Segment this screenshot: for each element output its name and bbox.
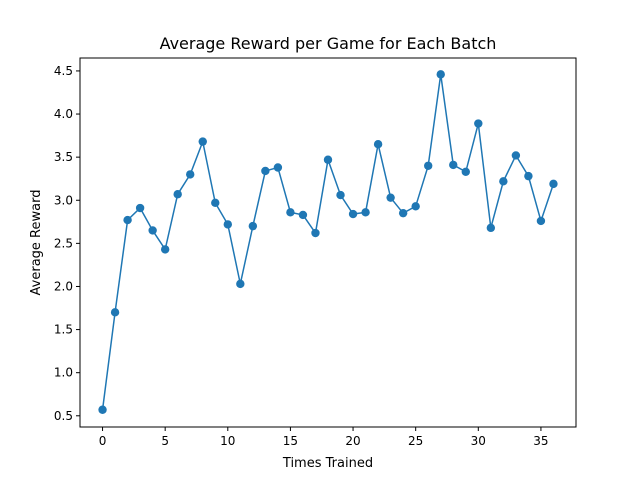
data-point	[311, 228, 320, 238]
data-point	[273, 163, 283, 172]
data-point	[286, 208, 295, 217]
data-point	[536, 216, 546, 226]
data-point	[186, 170, 195, 179]
data-point	[436, 70, 445, 79]
data-point	[549, 179, 558, 189]
data-point	[236, 279, 245, 289]
data-point	[424, 161, 433, 170]
data-point	[298, 210, 308, 220]
x-tick-label: 15	[283, 434, 298, 448]
x-tick-label: 30	[471, 434, 486, 448]
data-point	[524, 171, 533, 181]
data-point	[474, 119, 483, 128]
y-tick-label: 3.0	[54, 193, 73, 207]
plot-frame	[79, 57, 577, 428]
data-point	[261, 166, 270, 176]
data-point	[198, 137, 207, 146]
y-tick-label: 1.0	[54, 366, 73, 380]
data-point	[173, 190, 182, 199]
data-point	[373, 140, 383, 149]
plot-series	[98, 70, 558, 414]
data-point	[211, 198, 220, 208]
y-tick-label: 0.5	[54, 409, 73, 423]
y-axis-label: Average Reward	[29, 190, 44, 296]
data-point	[323, 155, 333, 164]
data-point	[348, 209, 358, 219]
x-tick-label: 5	[161, 434, 169, 448]
data-point	[449, 160, 458, 170]
data-point	[160, 245, 170, 254]
y-tick-label: 4.0	[54, 107, 73, 121]
x-tick-label: 25	[408, 434, 423, 448]
data-point	[386, 193, 395, 202]
y-tick-label: 1.5	[54, 323, 73, 337]
y-tick-label: 4.5	[54, 64, 73, 78]
data-point	[148, 226, 157, 235]
data-point	[511, 151, 521, 160]
data-point	[248, 221, 258, 231]
data-point	[398, 208, 408, 218]
data-point	[336, 190, 345, 200]
data-point	[411, 202, 420, 211]
data-point	[461, 167, 470, 177]
data-point	[123, 215, 132, 225]
y-tick-label: 3.5	[54, 150, 73, 164]
y-tick-label: 2.0	[54, 279, 73, 293]
x-axis-label: Times Trained	[282, 456, 373, 471]
data-point	[110, 308, 120, 317]
x-tick-label: 0	[99, 434, 107, 448]
x-tick-label: 35	[533, 434, 548, 448]
chart-title: Average Reward per Game for Each Batch	[160, 34, 497, 53]
data-point	[499, 177, 508, 186]
axis-ticks: 0 5 10 15 20 25 30 35 0.5 1.0 1.5 2.0 2.5 3.0 3.5 4.0 4.…	[54, 64, 549, 448]
data-point	[486, 223, 496, 233]
data-point	[98, 405, 107, 414]
data-point	[361, 208, 370, 217]
x-tick-label: 20	[345, 434, 360, 448]
y-tick-label: 2.5	[54, 236, 73, 250]
data-point	[223, 220, 232, 229]
data-point	[135, 203, 145, 213]
x-tick-label: 10	[220, 434, 235, 448]
